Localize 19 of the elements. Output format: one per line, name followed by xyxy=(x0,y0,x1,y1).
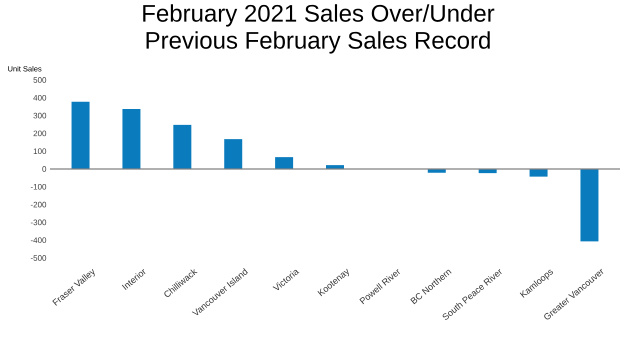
y-tick-label: -300 xyxy=(30,220,46,226)
bar xyxy=(275,157,294,169)
bar xyxy=(72,102,90,169)
y-tick-label: -100 xyxy=(30,184,46,190)
y-tick-label: 400 xyxy=(33,94,46,101)
bar xyxy=(173,124,192,169)
y-tick-label: -400 xyxy=(30,237,46,244)
chart-title: February 2021 Sales Over/Under Previous February Sales Record xyxy=(143,4,494,54)
bar xyxy=(580,168,598,242)
bar xyxy=(530,168,548,177)
bar xyxy=(122,109,140,169)
y-tick-label: 300 xyxy=(33,112,46,118)
y-tick-label: -200 xyxy=(30,202,46,208)
y-tick-label: 500 xyxy=(33,77,46,83)
y-tick-label: 100 xyxy=(34,148,46,154)
bar xyxy=(224,139,242,169)
y-tick-label: 200 xyxy=(34,130,46,136)
y-tick-label: -500 xyxy=(30,255,46,261)
y-tick-label: 0 xyxy=(42,166,46,172)
